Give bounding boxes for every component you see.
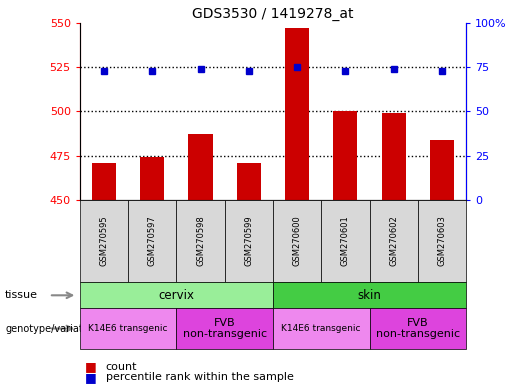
Text: GSM270595: GSM270595	[99, 216, 109, 266]
Text: count: count	[106, 362, 137, 372]
Text: tissue: tissue	[5, 290, 38, 300]
Text: GSM270599: GSM270599	[244, 216, 253, 266]
Bar	[333, 111, 357, 200]
Text: K14E6 transgenic: K14E6 transgenic	[282, 324, 361, 333]
Bar	[382, 113, 406, 200]
Text: FVB
non-transgenic: FVB non-transgenic	[376, 318, 460, 339]
Title: GDS3530 / 1419278_at: GDS3530 / 1419278_at	[192, 7, 354, 21]
Text: ■: ■	[85, 360, 97, 373]
Text: GSM270597: GSM270597	[148, 215, 157, 266]
Text: GSM270598: GSM270598	[196, 215, 205, 266]
Bar	[188, 134, 213, 200]
Text: skin: skin	[357, 289, 382, 302]
Text: FVB
non-transgenic: FVB non-transgenic	[183, 318, 267, 339]
Text: GSM270601: GSM270601	[341, 215, 350, 266]
Text: percentile rank within the sample: percentile rank within the sample	[106, 372, 294, 382]
Bar	[285, 28, 309, 200]
Bar	[92, 162, 116, 200]
Text: GSM270602: GSM270602	[389, 215, 398, 266]
Text: ■: ■	[85, 371, 97, 384]
Text: GSM270600: GSM270600	[293, 215, 302, 266]
Text: GSM270603: GSM270603	[437, 215, 447, 266]
Text: K14E6 transgenic: K14E6 transgenic	[89, 324, 168, 333]
Text: genotype/variation: genotype/variation	[5, 323, 98, 334]
Text: cervix: cervix	[159, 289, 194, 302]
Bar	[430, 140, 454, 200]
Bar	[237, 162, 261, 200]
Bar	[140, 157, 164, 200]
